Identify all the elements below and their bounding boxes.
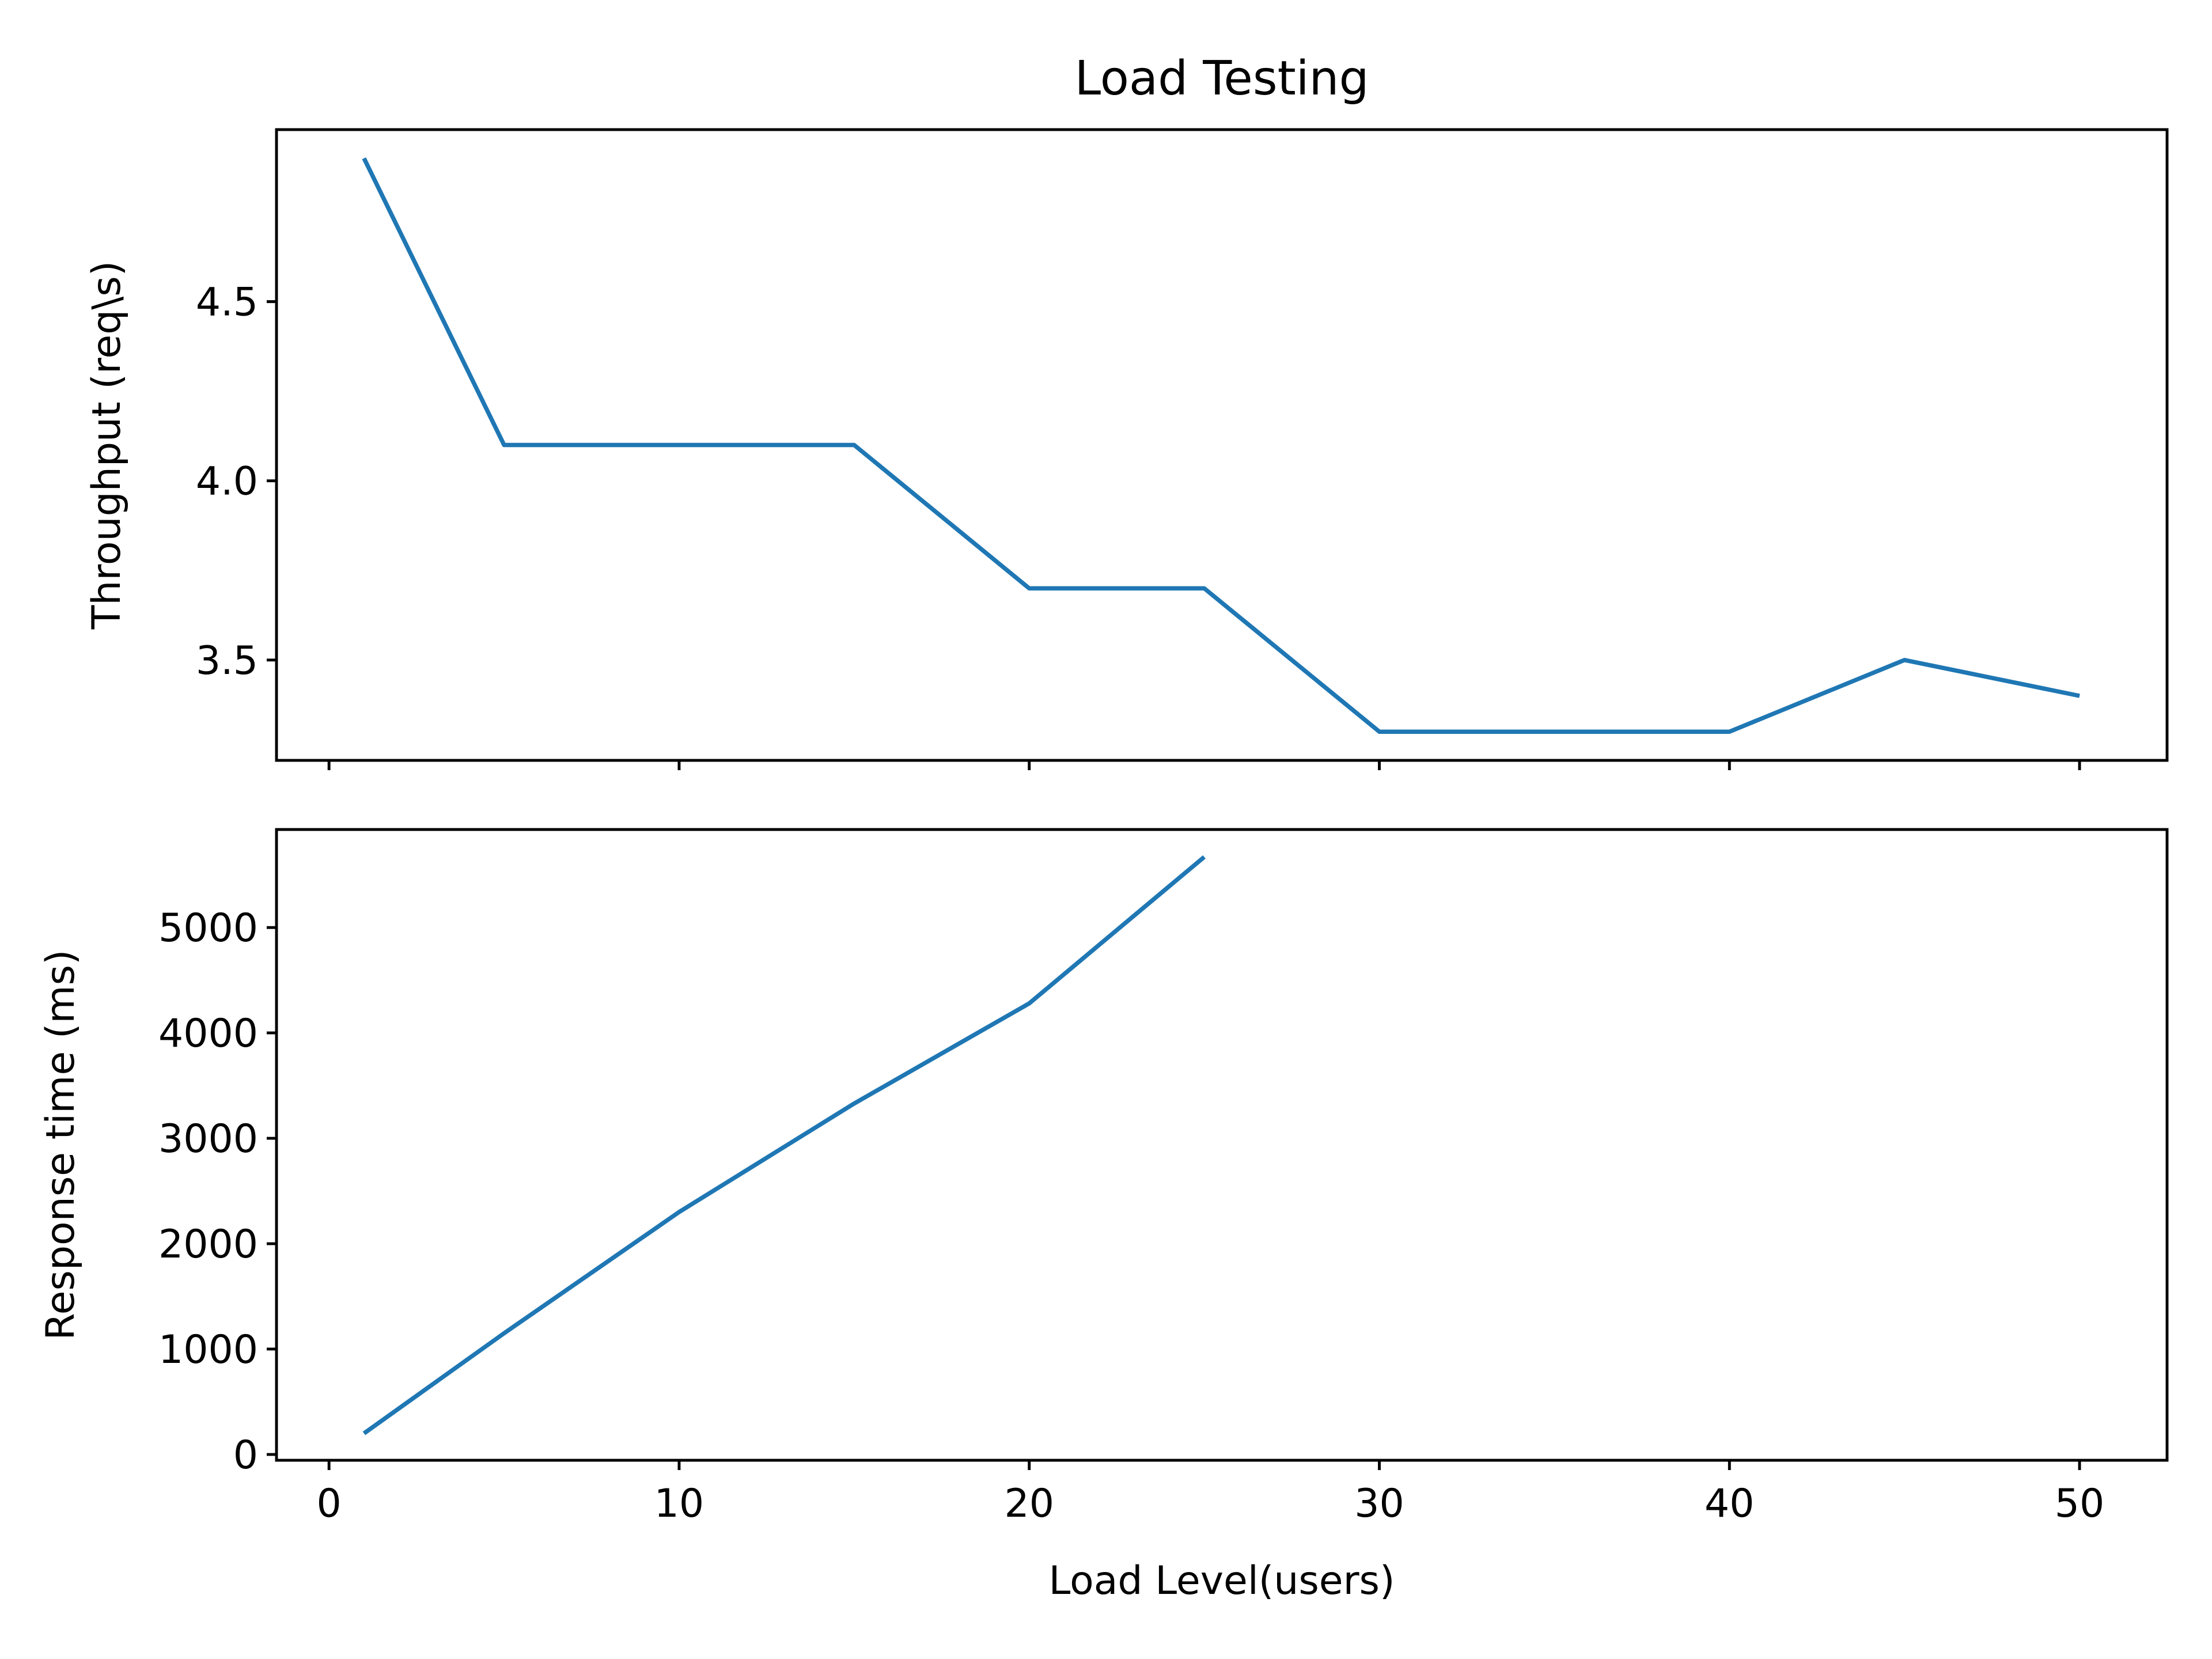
throughput-y-tick-label: 4.5 <box>196 280 258 325</box>
throughput-y-tick-label: 3.5 <box>196 638 258 684</box>
response-time-x-tick-label: 40 <box>1705 1481 1755 1527</box>
response-time-y-axis-label: Response time (ms) <box>38 949 84 1340</box>
response-time-y-tick-label: 2000 <box>158 1222 258 1267</box>
response-time-y-tick-label: 3000 <box>158 1116 258 1162</box>
throughput-series-line <box>362 157 2080 734</box>
throughput-plot-frame <box>275 128 2169 762</box>
response-time-x-tick-label: 0 <box>317 1481 342 1527</box>
response-time-x-axis-label: Load Level(users) <box>1048 1558 1395 1604</box>
response-time-y-tick-label: 1000 <box>158 1327 258 1373</box>
throughput-panel: 3.5 4.0 4.5 Throughput (req\s) <box>84 128 2169 770</box>
throughput-y-axis-label: Throughput (req\s) <box>84 261 130 630</box>
throughput-y-tick-label: 4.0 <box>196 459 258 505</box>
response-time-y-tick-label: 4000 <box>158 1011 258 1056</box>
response-time-y-tick-label: 0 <box>233 1433 258 1478</box>
response-time-plot-frame <box>275 828 2169 1462</box>
chart-title: Load Testing <box>1074 51 1369 106</box>
response-time-panel: 0 10 20 30 40 50 0 1000 2000 3000 4000 5000 Response… <box>38 828 2169 1604</box>
response-time-x-tick-label: 50 <box>2055 1481 2105 1527</box>
response-time-x-tick-label: 20 <box>1004 1481 1054 1527</box>
response-time-x-tick-label: 30 <box>1354 1481 1404 1527</box>
response-time-series-line <box>362 855 1206 1435</box>
response-time-x-tick-label: 10 <box>654 1481 704 1527</box>
response-time-y-tick-label: 5000 <box>158 906 258 951</box>
